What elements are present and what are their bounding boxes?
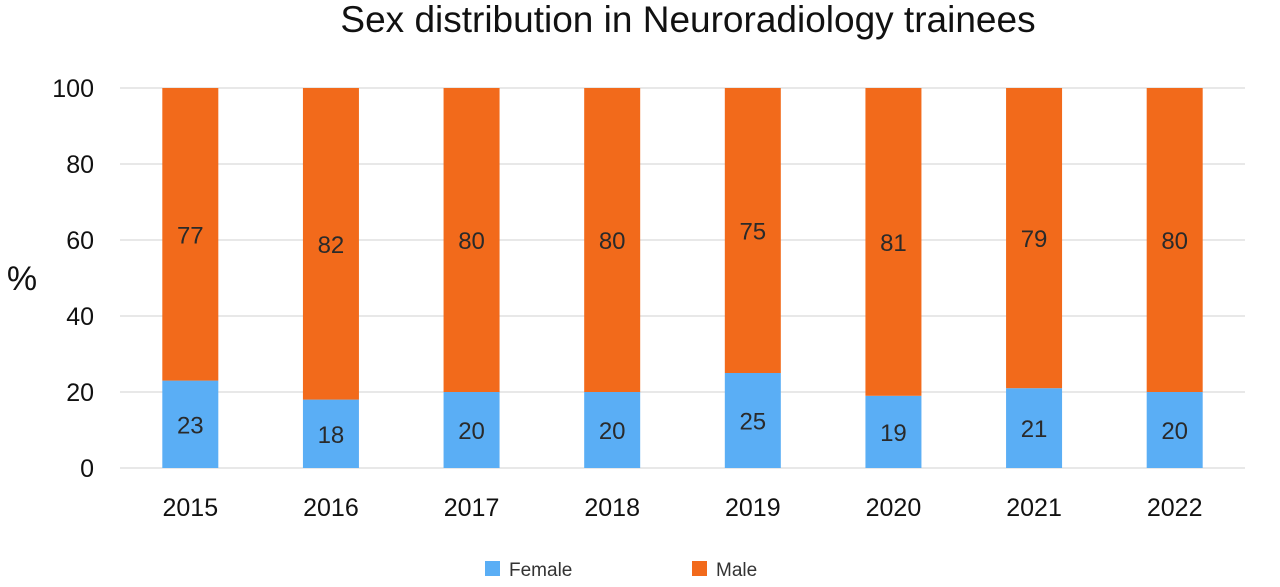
bar-female-2015 xyxy=(162,380,219,468)
gridlines xyxy=(120,87,1245,469)
legend-label: Female xyxy=(509,560,572,581)
legend: Female Male xyxy=(485,560,757,581)
x-tick-label: 2022 xyxy=(1147,494,1203,522)
data-label-male: 80 xyxy=(1161,228,1188,255)
bar-male-2022 xyxy=(1146,88,1203,392)
x-axis-ticks: 2015 2016 2017 2018 2019 2020 2021 2022 xyxy=(163,494,1203,522)
chart-title: Sex distribution in Neuroradiology train… xyxy=(340,0,1035,40)
y-tick-label: 100 xyxy=(52,75,94,103)
legend-item-female: Female xyxy=(485,560,572,581)
data-label-male: 82 xyxy=(318,232,345,259)
y-tick-label: 20 xyxy=(66,379,94,407)
data-label-male: 80 xyxy=(458,228,485,255)
data-label-male: 80 xyxy=(599,228,626,255)
data-label-male: 79 xyxy=(1021,226,1048,253)
bar-female-2018 xyxy=(584,392,641,468)
data-label-female: 18 xyxy=(318,422,345,449)
bar-female-2022 xyxy=(1146,392,1203,468)
bar-female-2020 xyxy=(865,395,922,468)
x-tick-label: 2021 xyxy=(1006,494,1062,522)
bar-male-2017 xyxy=(443,88,500,392)
bar-male-2016 xyxy=(302,88,359,400)
x-tick-label: 2019 xyxy=(725,494,781,522)
data-label-female: 20 xyxy=(599,418,626,445)
data-label-male: 81 xyxy=(880,230,907,257)
data-label-male: 77 xyxy=(177,222,204,249)
bar-male-2018 xyxy=(584,88,641,392)
y-tick-label: 40 xyxy=(66,303,94,331)
bar-female-2016 xyxy=(302,399,359,468)
bar-male-2020 xyxy=(865,88,922,396)
data-label-female: 25 xyxy=(739,409,766,436)
y-tick-label: 60 xyxy=(66,227,94,255)
data-label-female: 23 xyxy=(177,412,204,439)
bars: 23 77 18 82 20 80 20 80 25 75 19 81 21 79 20 80 xyxy=(162,88,1203,468)
legend-label: Male xyxy=(716,560,757,581)
x-tick-label: 2020 xyxy=(866,494,922,522)
bar-female-2017 xyxy=(443,392,500,468)
bar-male-2019 xyxy=(724,88,781,373)
data-label-female: 19 xyxy=(880,420,907,447)
data-label-female: 21 xyxy=(1021,416,1048,443)
bar-male-2015 xyxy=(162,88,219,381)
bar-female-2019 xyxy=(724,373,781,468)
data-label-female: 20 xyxy=(458,418,485,445)
data-label-male: 75 xyxy=(739,219,766,246)
x-tick-label: 2015 xyxy=(163,494,219,522)
x-tick-label: 2018 xyxy=(584,494,640,522)
bar-female-2021 xyxy=(1006,388,1063,468)
y-tick-label: 80 xyxy=(66,151,94,179)
y-tick-label: 0 xyxy=(80,455,94,483)
y-axis-ticks: 0 20 40 60 80 100 xyxy=(52,75,94,483)
legend-swatch xyxy=(692,561,707,576)
legend-item-male: Male xyxy=(692,560,757,581)
bar-male-2021 xyxy=(1006,88,1063,389)
x-tick-label: 2016 xyxy=(303,494,359,522)
data-label-female: 20 xyxy=(1161,418,1188,445)
x-tick-label: 2017 xyxy=(444,494,500,522)
legend-swatch xyxy=(485,561,500,576)
y-axis-label: % xyxy=(7,260,37,298)
